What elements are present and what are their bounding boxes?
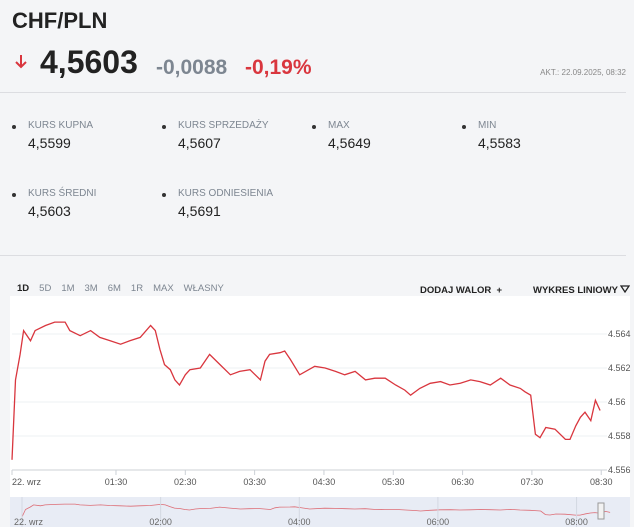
range-tab[interactable]: 3M <box>84 283 98 294</box>
stat-value: 4,5603 <box>28 203 71 219</box>
bullet <box>462 125 466 129</box>
navigator-handle[interactable] <box>597 502 605 520</box>
stat-label: KURS KUPNA <box>28 120 94 131</box>
chart-type-label: WYKRES LINIOWY <box>533 285 618 296</box>
y-tick-label: 4.564 <box>608 329 631 339</box>
range-tab[interactable]: 6M <box>107 283 121 294</box>
y-tick-label: 4.562 <box>608 363 631 373</box>
bullet <box>162 193 166 197</box>
change-percent: -0,19% <box>245 56 312 79</box>
pair-title: CHF/PLN <box>12 8 108 33</box>
stat-label: KURS ODNIESIENIA <box>178 188 274 199</box>
bullet <box>312 125 316 129</box>
range-tab[interactable]: 1R <box>130 283 144 294</box>
stat-label: KURS ŚREDNI <box>28 188 97 199</box>
bullet <box>12 125 16 129</box>
navigator-line <box>21 503 611 518</box>
x-tick-label: 22. wrz <box>12 477 42 487</box>
x-tick-label: 02:30 <box>174 477 197 487</box>
divider <box>0 255 626 256</box>
price-line <box>11 321 601 460</box>
range-tab[interactable]: 1M <box>61 283 75 294</box>
navigator-tick-label: 04:00 <box>288 517 311 527</box>
bullet <box>12 193 16 197</box>
x-tick-label: 06:30 <box>451 477 474 487</box>
divider <box>0 92 626 93</box>
plot-background <box>10 296 630 527</box>
stat-value: 4,5583 <box>478 135 521 151</box>
price: 4,5603 <box>40 44 138 80</box>
x-tick-label: 04:30 <box>313 477 336 487</box>
x-tick-label: 07:30 <box>521 477 544 487</box>
x-tick-label: 01:30 <box>105 477 128 487</box>
down-arrow-icon <box>15 55 27 69</box>
stat-value: 4,5607 <box>178 135 221 151</box>
stat-value: 4,5691 <box>178 203 221 219</box>
dropdown-icon <box>620 285 631 294</box>
navigator-tick-label: 02:00 <box>149 517 172 527</box>
chart: 4.556 4.558 4.56 4.562 4.564 22. wrz 01:30 02:3… <box>10 296 631 527</box>
y-tick-label: 4.558 <box>608 431 631 441</box>
x-tick-label: 03:30 <box>243 477 266 487</box>
y-tick-label: 4.556 <box>608 465 631 475</box>
add-asset-button[interactable]: DODAJ WALOR + <box>420 285 502 296</box>
stat-label: MIN <box>478 120 497 131</box>
x-tick-label: 08:30 <box>590 477 613 487</box>
updated: AKT.: 22.09.2025, 08:32 <box>540 68 626 77</box>
add-asset-label: DODAJ WALOR <box>420 285 492 296</box>
range-tab[interactable]: MAX <box>153 283 174 294</box>
range-tab[interactable]: WŁASNY <box>183 283 224 294</box>
stat-value: 4,5599 <box>28 135 71 151</box>
stat-value: 4,5649 <box>328 135 371 151</box>
x-tick-label: 05:30 <box>382 477 405 487</box>
y-tick-label: 4.56 <box>608 397 626 407</box>
plus-icon: + <box>496 285 503 296</box>
stat-label: MAX <box>328 120 350 131</box>
change: -0,0088 <box>156 56 228 79</box>
navigator-background <box>10 497 630 527</box>
chart-type-button[interactable]: WYKRES LINIOWY <box>533 285 631 296</box>
stat-label: KURS SPRZEDAŻY <box>178 120 269 131</box>
navigator-tick-label: 06:00 <box>427 517 450 527</box>
range-tab[interactable]: 5D <box>39 283 52 294</box>
bullet <box>162 125 166 129</box>
navigator-tick-label: 08:00 <box>565 517 588 527</box>
navigator-tick-label: 22. wrz <box>14 517 44 527</box>
